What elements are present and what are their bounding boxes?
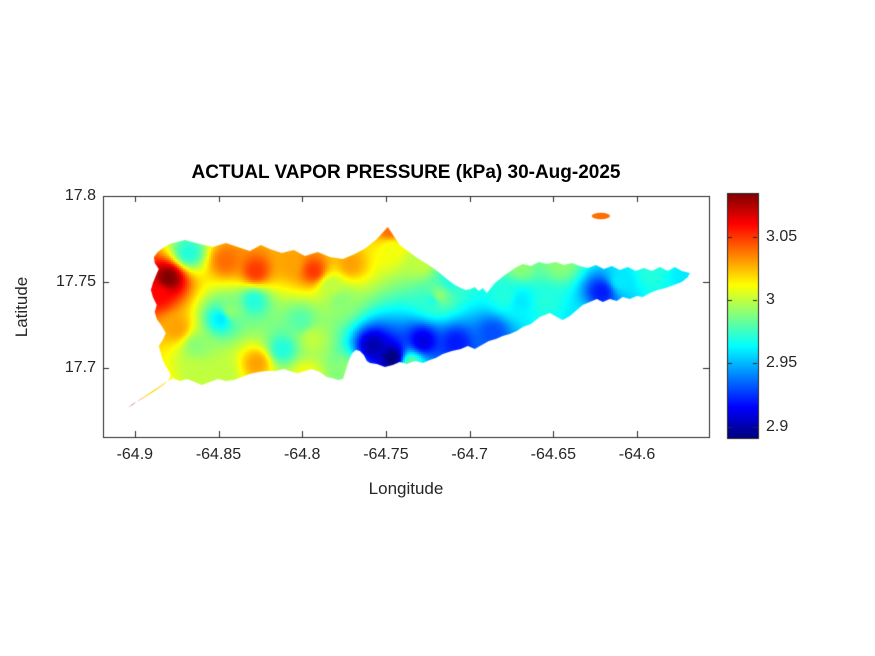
x-tick-label: -64.85 — [195, 446, 242, 463]
y-tick-label: 17.75 — [55, 273, 96, 291]
colorbar-tick-label: 2.95 — [766, 354, 798, 372]
x-tick-label: -64.6 — [618, 446, 656, 463]
y-axis-label: Latitude — [12, 276, 31, 338]
y-tick-label: 17.7 — [64, 359, 96, 377]
x-tick-label: -64.9 — [116, 446, 154, 463]
colorbar-tick-label: 3.05 — [766, 228, 798, 246]
colorbar-tick-label: 3 — [766, 291, 775, 309]
colorbar-tick-label: 2.9 — [766, 417, 789, 435]
y-tick-label: 17.8 — [64, 187, 96, 204]
x-tick-label: -64.7 — [451, 446, 488, 463]
x-tick-label: -64.75 — [363, 446, 409, 463]
x-tick-label: -64.8 — [283, 446, 321, 463]
chart-title: ACTUAL VAPOR PRESSURE (kPa) 30-Aug-2025 — [191, 162, 621, 183]
x-tick-label: -64.65 — [530, 446, 576, 463]
x-axis-label: Longitude — [368, 479, 444, 498]
